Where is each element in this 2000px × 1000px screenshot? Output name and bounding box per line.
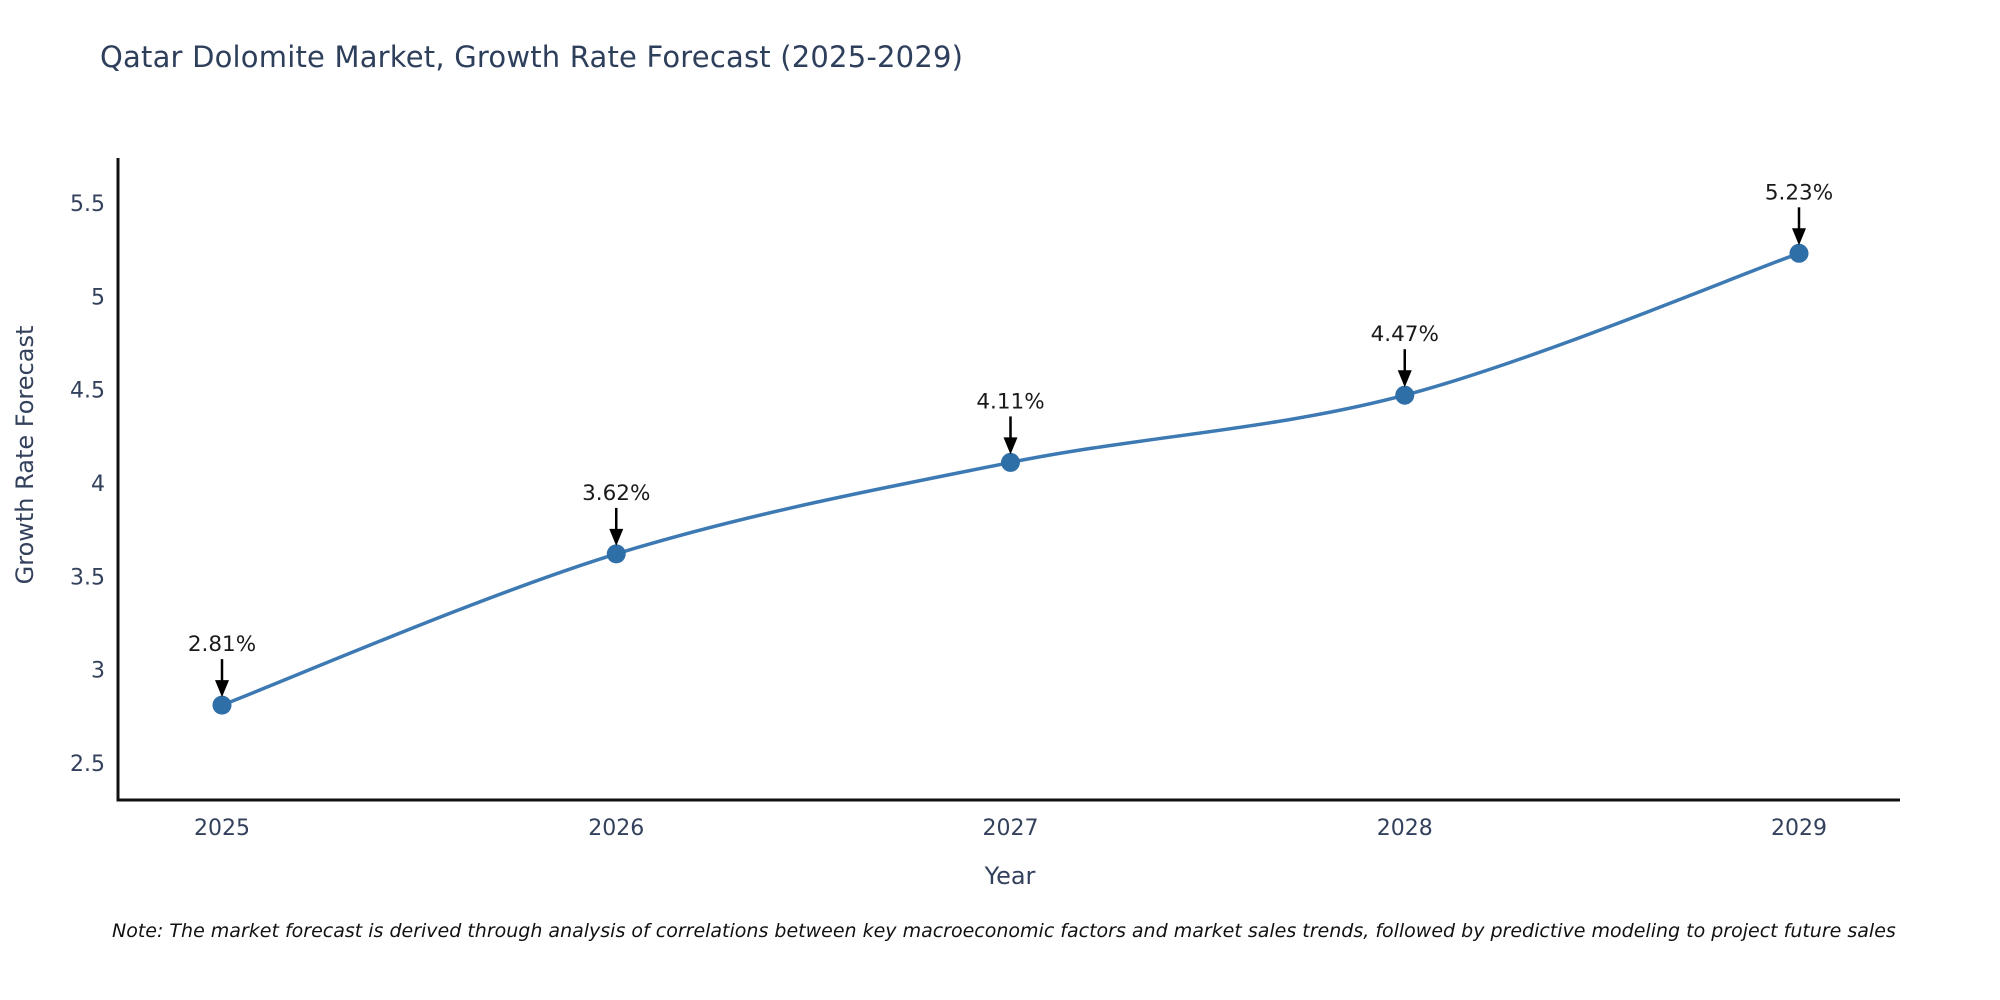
annotation-arrowhead-icon xyxy=(1792,228,1806,246)
annotation-arrowhead-icon xyxy=(609,528,624,546)
x-axis-title: Year xyxy=(984,862,1036,890)
x-tick-label: 2028 xyxy=(1377,816,1433,841)
y-tick-label: 5.5 xyxy=(70,192,105,217)
annotation-arrowhead-icon xyxy=(215,680,229,698)
data-point-label: 4.11% xyxy=(976,389,1044,414)
x-tick-label: 2025 xyxy=(194,816,250,841)
y-tick-label: 4.5 xyxy=(70,379,105,404)
chart-title: Qatar Dolomite Market, Growth Rate Forec… xyxy=(100,40,964,74)
data-point-label: 2.81% xyxy=(188,632,256,657)
data-point-marker xyxy=(1001,452,1020,472)
y-tick-label: 3.5 xyxy=(70,565,105,590)
x-tick-label: 2027 xyxy=(983,816,1039,841)
data-point-marker xyxy=(1395,385,1415,405)
x-tick-label: 2026 xyxy=(588,816,644,841)
y-tick-label: 4 xyxy=(91,472,105,497)
data-point-label: 3.62% xyxy=(582,481,650,506)
y-tick-label: 2.5 xyxy=(70,752,105,777)
data-point-label: 4.47% xyxy=(1371,322,1439,347)
axis-spines xyxy=(116,158,1900,802)
data-point-label: 5.23% xyxy=(1765,180,1833,205)
annotation-arrowhead-icon xyxy=(1397,370,1412,388)
x-tick-label: 2029 xyxy=(1771,816,1827,841)
data-point-marker xyxy=(606,544,626,564)
annotation-arrowhead-icon xyxy=(1003,437,1018,455)
data-point-marker xyxy=(1789,243,1809,263)
forecast-line xyxy=(220,251,1801,707)
data-point-marker xyxy=(212,695,232,715)
y-tick-label: 5 xyxy=(91,285,105,310)
footnote: Note: The market forecast is derived thr… xyxy=(112,920,1896,942)
y-tick-label: 3 xyxy=(91,659,105,684)
